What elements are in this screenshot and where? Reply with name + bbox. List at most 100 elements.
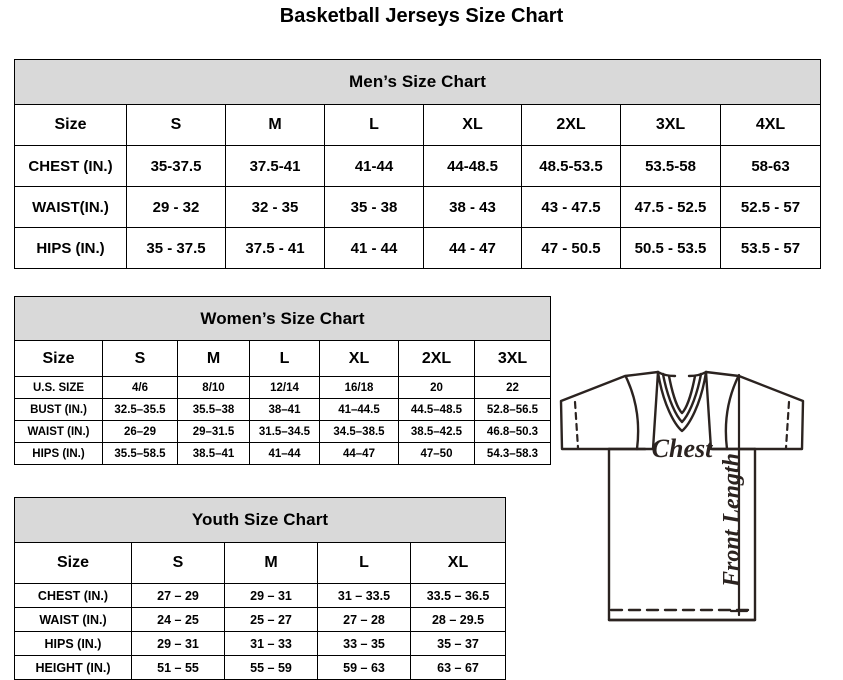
youth-header-m: M — [224, 542, 318, 584]
womens-cell-ussize-3xl: 22 — [473, 376, 552, 399]
mens-cell-hips-4xl: 53.5 - 57 — [719, 227, 822, 269]
mens-cell-hips-l: 41 - 44 — [324, 227, 424, 269]
mens-cell-chest-m: 37.5-41 — [225, 145, 325, 187]
youth-cell-height-m: 55 – 59 — [224, 655, 318, 680]
womens-row-label-bust: BUST (IN.) — [14, 398, 103, 421]
youth-row-label-waist: WAIST (IN.) — [14, 607, 132, 632]
table-row: HIPS (IN.) 35 - 37.5 37.5 - 41 41 - 44 4… — [14, 227, 822, 269]
womens-header-xl: XL — [319, 340, 399, 377]
mens-row-label-chest: CHEST (IN.) — [14, 145, 127, 187]
mens-cell-hips-xl: 44 - 47 — [423, 227, 522, 269]
youth-cell-chest-m: 29 – 31 — [224, 583, 318, 608]
mens-header-xl: XL — [423, 104, 522, 146]
womens-header-s: S — [102, 340, 178, 377]
table-row: BUST (IN.) 32.5–35.5 35.5–38 38–41 41–44… — [14, 398, 552, 421]
youth-cell-chest-xl: 33.5 – 36.5 — [409, 583, 507, 608]
mens-header-4xl: 4XL — [719, 104, 822, 146]
mens-cell-waist-xl: 38 - 43 — [423, 186, 522, 228]
table-row: CHEST (IN.) 35-37.5 37.5-41 41-44 44-48.… — [14, 145, 822, 187]
youth-cell-height-xl: 63 – 67 — [409, 655, 507, 680]
mens-header-size: Size — [14, 104, 127, 146]
youth-cell-waist-m: 25 – 27 — [224, 607, 318, 632]
youth-cell-hips-s: 29 – 31 — [131, 631, 225, 656]
vneck-inner-icon — [667, 374, 697, 415]
vneck-outer-icon — [656, 370, 708, 433]
womens-cell-hips-3xl: 54.3–58.3 — [473, 442, 552, 465]
youth-cell-height-l: 59 – 63 — [317, 655, 411, 680]
womens-cell-bust-s: 32.5–35.5 — [102, 398, 178, 421]
womens-cell-bust-3xl: 52.8–56.5 — [473, 398, 552, 421]
left-cuff-dash-icon — [573, 400, 580, 450]
womens-cell-ussize-2xl: 20 — [398, 376, 475, 399]
left-sleeve-icon — [559, 370, 660, 451]
womens-cell-hips-xl: 44–47 — [319, 442, 399, 465]
womens-cell-hips-2xl: 47–50 — [398, 442, 475, 465]
left-shoulder-icon — [656, 370, 677, 378]
youth-header-size: Size — [14, 542, 132, 584]
mens-cell-chest-l: 41-44 — [324, 145, 424, 187]
womens-cell-waist-2xl: 38.5–42.5 — [398, 420, 475, 443]
womens-header-size: Size — [14, 340, 103, 377]
mens-cell-hips-3xl: 50.5 - 53.5 — [620, 227, 721, 269]
youth-cell-waist-xl: 28 – 29.5 — [409, 607, 507, 632]
table-row: WAIST (IN.) 26–29 29–31.5 31.5–34.5 34.5… — [14, 420, 552, 443]
mens-cell-hips-m: 37.5 - 41 — [225, 227, 325, 269]
mens-header-row: Size S M L XL 2XL 3XL 4XL — [14, 104, 822, 146]
womens-header-2xl: 2XL — [398, 340, 475, 377]
womens-chart-banner: Women’s Size Chart — [13, 296, 552, 341]
mens-row-label-waist: WAIST(IN.) — [14, 186, 127, 228]
womens-header-3xl: 3XL — [473, 340, 552, 377]
youth-cell-waist-s: 24 – 25 — [131, 607, 225, 632]
youth-row-label-height: HEIGHT (IN.) — [14, 655, 132, 680]
youth-header-s: S — [131, 542, 225, 584]
womens-cell-hips-m: 38.5–41 — [177, 442, 250, 465]
womens-cell-bust-m: 35.5–38 — [177, 398, 250, 421]
womens-row-label-hips: HIPS (IN.) — [14, 442, 103, 465]
womens-row-label-us-size: U.S. SIZE — [14, 376, 103, 399]
table-row: WAIST(IN.) 29 - 32 32 - 35 35 - 38 38 - … — [14, 186, 822, 228]
chest-dimension-label: Chest — [652, 434, 713, 463]
youth-chart-banner: Youth Size Chart — [13, 497, 507, 543]
mens-cell-hips-s: 35 - 37.5 — [126, 227, 226, 269]
womens-header-m: M — [177, 340, 250, 377]
womens-cell-bust-xl: 41–44.5 — [319, 398, 399, 421]
womens-cell-ussize-xl: 16/18 — [319, 376, 399, 399]
page-title: Basketball Jerseys Size Chart — [279, 5, 564, 27]
mens-header-2xl: 2XL — [521, 104, 621, 146]
mens-cell-waist-3xl: 47.5 - 52.5 — [620, 186, 721, 228]
womens-size-chart-table: Women’s Size Chart Size S M L XL 2XL 3XL… — [13, 296, 552, 465]
youth-row-label-chest: CHEST (IN.) — [14, 583, 132, 608]
mens-cell-hips-2xl: 47 - 50.5 — [521, 227, 621, 269]
table-row: HEIGHT (IN.) 51 – 55 55 – 59 59 – 63 63 … — [14, 655, 507, 680]
mens-cell-chest-xl: 44-48.5 — [423, 145, 522, 187]
left-armhole-icon — [624, 375, 640, 451]
womens-row-label-waist: WAIST (IN.) — [14, 420, 103, 443]
right-armhole-icon — [724, 375, 740, 451]
womens-cell-ussize-m: 8/10 — [177, 376, 250, 399]
mens-cell-waist-l: 35 - 38 — [324, 186, 424, 228]
mens-header-s: S — [126, 104, 226, 146]
right-cuff-dash-icon — [784, 400, 791, 450]
mens-banner-row: Men’s Size Chart — [13, 59, 822, 105]
mens-cell-chest-4xl: 58-63 — [719, 145, 822, 187]
mens-header-m: M — [225, 104, 325, 146]
womens-cell-ussize-s: 4/6 — [102, 376, 178, 399]
womens-cell-hips-s: 35.5–58.5 — [102, 442, 178, 465]
youth-cell-chest-l: 31 – 33.5 — [317, 583, 411, 608]
mens-cell-chest-2xl: 48.5-53.5 — [521, 145, 621, 187]
youth-cell-height-s: 51 – 55 — [131, 655, 225, 680]
womens-header-row: Size S M L XL 2XL 3XL — [14, 340, 552, 377]
table-row: CHEST (IN.) 27 – 29 29 – 31 31 – 33.5 33… — [14, 583, 507, 608]
youth-cell-hips-xl: 35 – 37 — [409, 631, 507, 656]
youth-cell-hips-l: 33 – 35 — [317, 631, 411, 656]
womens-cell-waist-3xl: 46.8–50.3 — [473, 420, 552, 443]
table-row: HIPS (IN.) 29 – 31 31 – 33 33 – 35 35 – … — [14, 631, 507, 656]
womens-cell-waist-m: 29–31.5 — [177, 420, 250, 443]
mens-cell-chest-3xl: 53.5-58 — [620, 145, 721, 187]
youth-banner-row: Youth Size Chart — [13, 497, 507, 543]
table-row: U.S. SIZE 4/6 8/10 12/14 16/18 20 22 — [14, 376, 552, 399]
womens-cell-waist-xl: 34.5–38.5 — [319, 420, 399, 443]
mens-cell-chest-s: 35-37.5 — [126, 145, 226, 187]
jersey-illustration-svg: Chest Front Length — [559, 370, 805, 622]
youth-row-label-hips: HIPS (IN.) — [14, 631, 132, 656]
